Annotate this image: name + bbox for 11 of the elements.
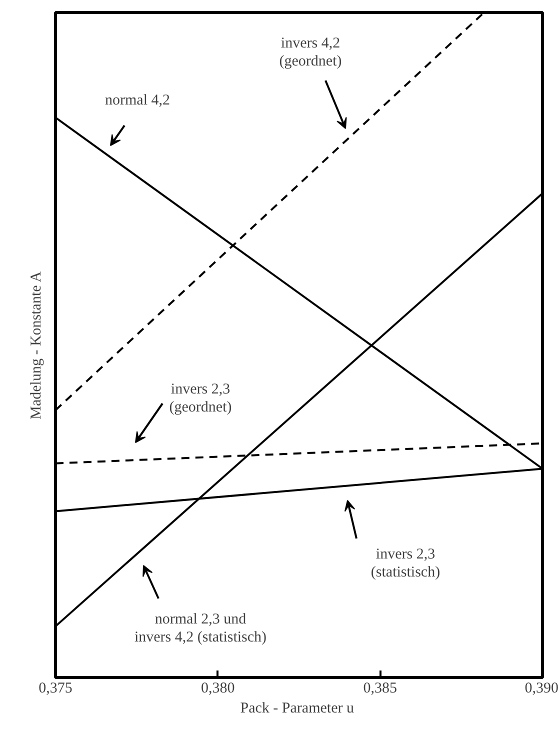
- annotation: normal 2,3 und invers 4,2 (statistisch): [134, 612, 267, 646]
- annotation: invers 2,3 (geordnet): [169, 382, 232, 416]
- x-tick-label: 0,385: [363, 680, 398, 696]
- annotation: invers 4,2 (geordnet): [279, 36, 342, 70]
- x-tick-label: 0,380: [200, 680, 235, 696]
- x-axis-title: Pack - Parameter u: [240, 700, 354, 716]
- x-tick-label: 0,375: [38, 680, 72, 696]
- annotation: normal 4,2: [105, 92, 170, 108]
- x-tick-label: 0,390: [524, 680, 558, 696]
- annotation: invers 2,3 (statistisch): [370, 546, 440, 580]
- y-axis-title: Madelung - Konstante A: [28, 271, 44, 420]
